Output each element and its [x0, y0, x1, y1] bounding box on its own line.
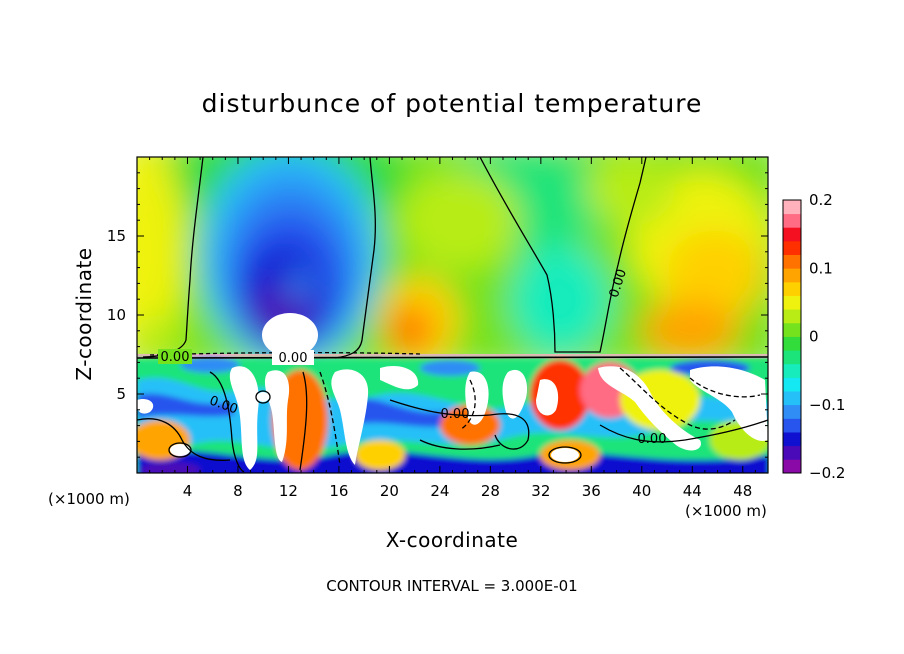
colorbar-swatch: [783, 227, 801, 242]
x-tick-label: 32: [531, 482, 550, 500]
lower-contour-4: [599, 419, 768, 443]
colorbar-ticks: 0.2 0.1 0 −0.1 −0.2: [809, 191, 845, 482]
x-tick-label: 16: [329, 482, 348, 500]
colorbar-swatch: [783, 336, 801, 351]
lower-contour-1: [209, 371, 245, 473]
x-tick-label: 48: [733, 482, 752, 500]
colorbar-swatch: [783, 363, 801, 378]
colorbar-swatch: [783, 268, 801, 283]
lower-dashed-4: [689, 377, 761, 398]
lower-closed-contour-3: [168, 442, 192, 458]
x-tick-label: 24: [430, 482, 449, 500]
lower-contour-3: [389, 399, 530, 450]
lower-closed-contour-1: [548, 446, 582, 464]
x-tick-label: 40: [632, 482, 651, 500]
colorbar: 0.2 0.1 0 −0.1 −0.2: [782, 191, 845, 482]
colorbar-swatch: [783, 309, 801, 324]
lower-closed-contour-2: [255, 390, 271, 404]
y-tick-label: 10: [107, 306, 126, 324]
colorbar-frame: [782, 199, 802, 474]
colorbar-tick-label: 0.1: [809, 259, 833, 277]
colorbar-swatch: [783, 350, 801, 365]
y-tick-label: 15: [107, 227, 126, 245]
contour-labels: 0.00 0.00 0.00 0.00 0.00 0.00: [158, 267, 666, 447]
colorbar-swatch: [783, 240, 801, 255]
x-tick-label: 4: [183, 482, 193, 500]
x-tick-label: 8: [233, 482, 243, 500]
colorbar-tick-label: −0.2: [809, 464, 845, 482]
x-tick-label: 36: [582, 482, 601, 500]
colorbar-swatch: [783, 445, 801, 460]
colorbar-swatch: [783, 213, 801, 228]
x-tick-label: 28: [481, 482, 500, 500]
colorbar-swatch: [783, 459, 801, 474]
colorbar-swatch: [783, 418, 801, 433]
colorbar-swatches: [783, 200, 801, 474]
x-tick-label: 44: [683, 482, 702, 500]
colorbar-swatch: [783, 377, 801, 392]
colorbar-swatch: [783, 322, 801, 337]
y-axis: 5 10 15: [107, 172, 768, 458]
potential-temperature-field: [137, 157, 768, 473]
contour-label: 0.00: [441, 407, 470, 422]
x-axis: 4 8 12 16 20 24 28 32 36 40 44 48: [149, 157, 756, 500]
zero-contour-middle: [334, 157, 376, 359]
colorbar-swatch: [783, 200, 801, 215]
colorbar-swatch: [783, 254, 801, 269]
colorbar-tick-label: 0.2: [809, 191, 833, 209]
lower-dashed-3: [459, 379, 476, 431]
y-tick-label: 5: [116, 385, 126, 403]
x-tick-label: 12: [279, 482, 298, 500]
colorbar-swatch: [783, 404, 801, 419]
saturated-white-regions: [137, 365, 768, 470]
lower-contour-6: [419, 439, 501, 450]
colorbar-swatch: [783, 295, 801, 310]
contour-interval-note: CONTOUR INTERVAL = 3.000E-01: [326, 577, 577, 595]
contour-label: 0.00: [161, 350, 190, 365]
colorbar-tick-label: −0.1: [809, 396, 845, 414]
x-unit-left: (×1000 m): [48, 490, 130, 508]
chart-title: disturbunce of potential temperature: [202, 89, 703, 118]
colorbar-swatch: [783, 391, 801, 406]
zero-contour-right: [479, 157, 647, 353]
upper-layer-field: [137, 157, 768, 370]
x-unit-right: (×1000 m): [685, 502, 767, 520]
colorbar-swatch: [783, 281, 801, 296]
lower-contour-5: [137, 418, 231, 461]
x-axis-label: X-coordinate: [386, 528, 519, 552]
y-axis-label: Z-coordinate: [72, 247, 96, 380]
x-tick-label: 20: [380, 482, 399, 500]
colorbar-swatch: [783, 432, 801, 447]
colorbar-tick-label: 0: [809, 328, 819, 346]
lower-dashed-2: [319, 371, 341, 466]
lower-dashed-1: [619, 367, 736, 430]
contour-label: 0.00: [279, 351, 308, 366]
lower-contour-2: [299, 371, 308, 471]
contour-label: 0.00: [638, 432, 667, 447]
